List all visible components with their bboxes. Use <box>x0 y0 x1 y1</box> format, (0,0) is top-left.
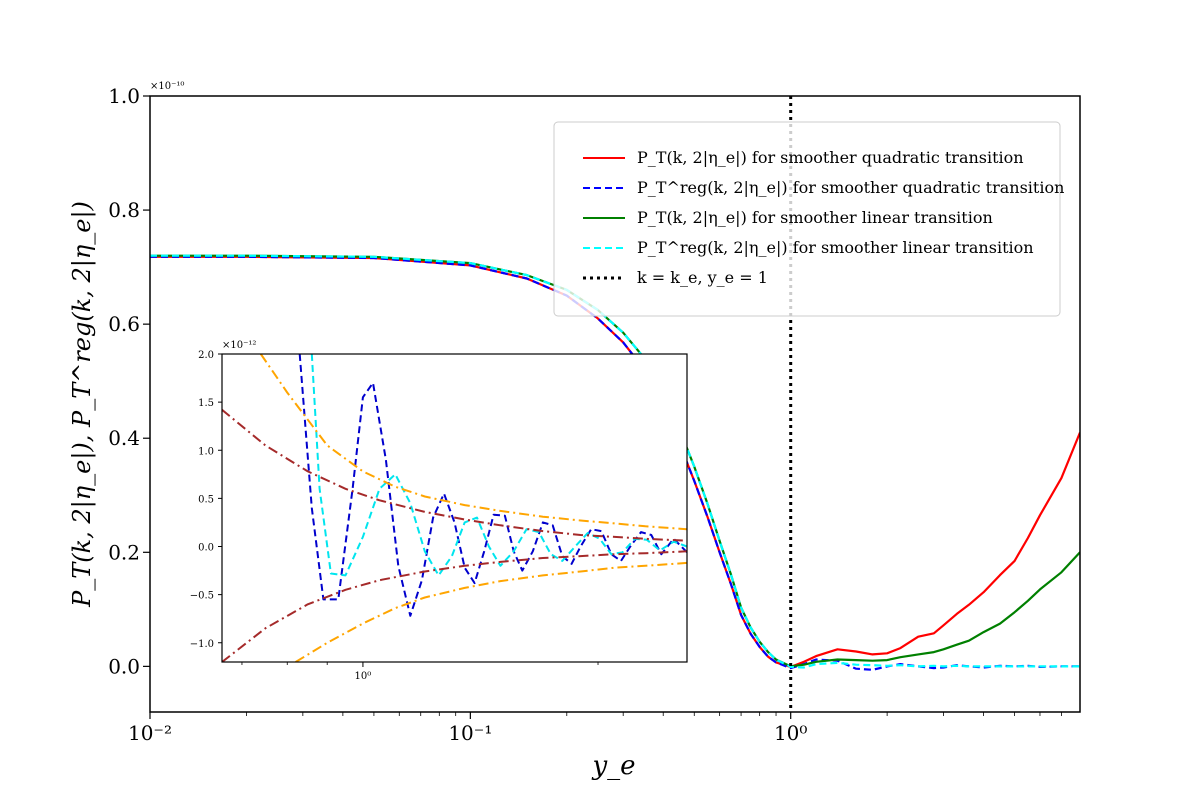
inset-y-tick-label: −0.5 <box>190 591 214 602</box>
legend-items: P_T(k, 2|η_e|) for smoother quadratic tr… <box>583 148 1064 287</box>
inset-y-tick-label: 1.5 <box>198 398 214 409</box>
main-series-group <box>150 254 1080 671</box>
main-plot: 10⁻² 10⁻¹ 10⁰ 0.0 0.2 0.4 0.6 0.8 1.0 ×10⁻¹⁰ y_… <box>68 81 1081 781</box>
inset-background <box>222 354 687 662</box>
y-tick-label: 1.0 <box>108 84 140 108</box>
x-tick-label: 10⁰ <box>774 721 807 745</box>
main-series-3-line <box>150 254 1080 669</box>
inset-x-tick-label: 10⁰ <box>355 671 372 682</box>
inset-y-tick-label: 2.0 <box>198 350 214 361</box>
inset-x-ticks: 10⁰ <box>241 662 599 682</box>
inset-y-tick-label: 0.0 <box>198 543 214 554</box>
legend-label-3: P_T^reg(k, 2|η_e|) for smoother linear t… <box>637 238 1034 257</box>
y-axis-ticks: 0.0 0.2 0.4 0.6 0.8 1.0 <box>108 84 150 678</box>
inset-y-multiplier: ×10⁻¹² <box>222 340 256 351</box>
y-tick-label: 0.4 <box>108 426 140 450</box>
x-tick-label: 10⁻¹ <box>448 721 492 745</box>
y-tick-label: 0.0 <box>108 654 140 678</box>
y-multiplier: ×10⁻¹⁰ <box>150 81 184 92</box>
x-tick-label: 10⁻² <box>128 721 172 745</box>
legend-label-4: k = k_e, y_e = 1 <box>637 268 768 287</box>
legend-box <box>553 121 1061 317</box>
inset-series-1-line <box>310 354 687 577</box>
y-tick-label: 0.2 <box>108 540 140 564</box>
y-tick-label: 0.6 <box>108 312 140 336</box>
y-axis-title: P_T(k, 2|η_e|), P_T^reg(k, 2|η_e|) <box>68 201 97 608</box>
inset-series-3-line <box>295 561 687 662</box>
inset-series-5-line <box>222 550 687 662</box>
legend: P_T(k, 2|η_e|) for smoother quadratic tr… <box>553 121 1064 317</box>
inset-series-0-line <box>298 354 687 617</box>
legend-label-0: P_T(k, 2|η_e|) for smoother quadratic tr… <box>637 148 1024 167</box>
inset-series-2-line <box>259 354 687 531</box>
main-axes-frame <box>149 95 1081 713</box>
y-tick-label: 0.8 <box>108 198 140 222</box>
inset-axes-frame <box>221 353 688 663</box>
x-axis-ticks: 10⁻² 10⁻¹ 10⁰ <box>128 712 1062 745</box>
inset-y-tick-label: −1.0 <box>190 639 214 650</box>
inset-y-tick-label: 0.5 <box>198 494 214 505</box>
inset-y-ticks: −1.0 −0.5 0.0 0.5 1.0 1.5 2.0 <box>190 350 222 650</box>
inset-plot: 10⁰ −1.0 −0.5 0.0 0.5 1.0 1.5 2.0 ×10⁻¹² <box>190 340 688 682</box>
x-axis-title: y_e <box>591 751 635 781</box>
legend-label-1: P_T^reg(k, 2|η_e|) for smoother quadrati… <box>637 178 1064 197</box>
legend-label-2: P_T(k, 2|η_e|) for smoother linear trans… <box>637 208 993 227</box>
inset-series-group <box>222 354 687 662</box>
inset-series-4-line <box>222 409 687 542</box>
inset-y-tick-label: 1.0 <box>198 446 214 457</box>
